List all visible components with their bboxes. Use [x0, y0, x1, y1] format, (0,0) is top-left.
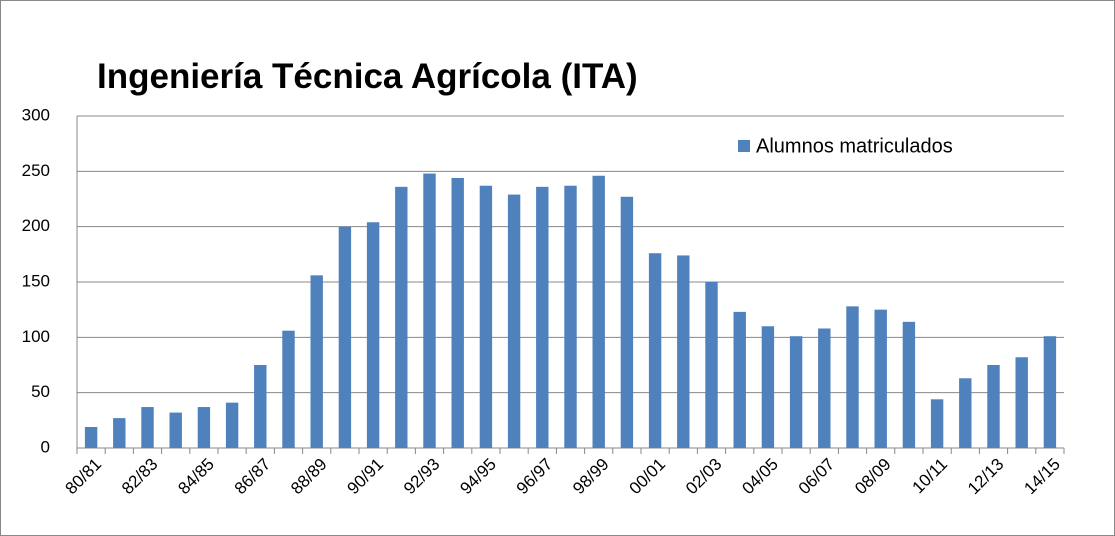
bar — [1015, 357, 1028, 448]
bar — [141, 407, 154, 448]
bar — [705, 282, 718, 448]
bar — [507, 194, 521, 448]
bar — [592, 175, 605, 448]
bar — [648, 253, 662, 448]
y-tick-label: 300 — [22, 105, 50, 124]
bar — [761, 326, 775, 448]
chart-title: Ingeniería Técnica Agrícola (ITA) — [97, 57, 638, 96]
bar — [987, 365, 1000, 448]
bar — [733, 311, 746, 448]
bar — [789, 336, 803, 448]
y-tick-label: 250 — [22, 161, 50, 180]
bar — [338, 226, 352, 448]
legend-label: Alumnos matriculados — [756, 135, 953, 157]
bar — [959, 378, 972, 448]
bar — [902, 321, 916, 448]
bar — [930, 399, 944, 448]
y-tick-label: 150 — [22, 271, 50, 290]
bar — [169, 412, 182, 448]
bar — [254, 365, 267, 448]
bar — [366, 222, 380, 448]
y-tick-label: 50 — [31, 382, 50, 401]
bar — [620, 196, 634, 448]
bar — [451, 177, 464, 448]
bar — [197, 407, 211, 448]
bar — [874, 309, 887, 448]
bar — [1043, 336, 1057, 448]
bar — [84, 426, 98, 448]
bar — [395, 186, 408, 448]
bar — [282, 330, 295, 448]
bar — [536, 186, 549, 448]
bar — [818, 328, 831, 448]
bar — [225, 402, 239, 448]
bar — [846, 306, 859, 448]
bar — [677, 255, 690, 448]
y-tick-label: 200 — [22, 216, 50, 235]
bar — [113, 418, 126, 448]
bar — [423, 173, 436, 448]
y-tick-label: 100 — [22, 327, 50, 346]
bar — [310, 275, 323, 448]
y-tick-label: 0 — [41, 437, 50, 456]
legend-swatch — [738, 140, 750, 152]
bar — [479, 185, 493, 448]
bar — [564, 185, 577, 448]
